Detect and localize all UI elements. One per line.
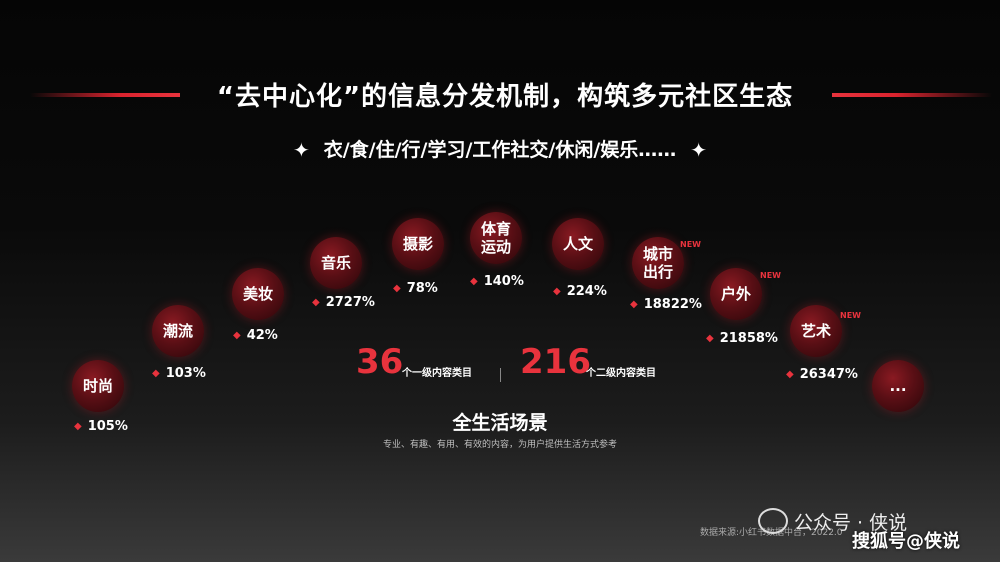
category-bubble-music: 音乐 [310, 237, 362, 289]
up-arrow-icon: ◆ [152, 368, 160, 379]
growth-value: 78% [406, 281, 438, 296]
category-bubble-beauty: 美妆 [232, 268, 284, 320]
up-arrow-icon: ◆ [630, 299, 638, 310]
scene-title: 全生活场景 [452, 412, 548, 434]
growth-value: 224% [566, 284, 607, 299]
wechat-icon [758, 508, 788, 534]
sohu-watermark: 搜狐号@侠说 [852, 531, 960, 552]
category-bubble-sports: 体育运动 [470, 212, 522, 264]
category-growth-photography: ◆ 78% [393, 281, 438, 296]
up-arrow-icon: ◆ [74, 421, 82, 432]
category-bubble-fashion: 时尚 [72, 360, 124, 412]
growth-value: 18822% [643, 297, 702, 312]
title-left-line [30, 93, 180, 97]
category-label: 摄影 [402, 235, 433, 253]
category-label: 美妆 [242, 285, 273, 303]
category-growth-humanities: ◆ 224% [553, 284, 607, 299]
growth-value: 26347% [799, 367, 858, 382]
up-arrow-icon: ◆ [786, 369, 794, 380]
new-tag: NEW [760, 271, 781, 280]
category-label: ... [889, 377, 907, 395]
up-arrow-icon: ◆ [470, 276, 478, 287]
category-label: 音乐 [320, 254, 351, 272]
new-tag: NEW [680, 240, 701, 249]
growth-value: 103% [165, 366, 206, 381]
category-label: 人文 [562, 235, 593, 253]
up-arrow-icon: ◆ [553, 286, 561, 297]
category-bubble-humanities: 人文 [552, 218, 604, 270]
growth-value: 42% [246, 328, 278, 343]
category-growth-music: ◆ 2727% [312, 295, 375, 310]
category-growth-fashion: ◆ 105% [74, 419, 128, 434]
category-bubble-art: 艺术 [790, 305, 842, 357]
category-growth-sports: ◆ 140% [470, 274, 524, 289]
growth-value: 105% [87, 419, 128, 434]
category-label: 城市出行 [642, 245, 673, 281]
category-bubble-more: ... [872, 360, 924, 412]
up-arrow-icon: ◆ [312, 297, 320, 308]
category-label: 体育运动 [480, 220, 511, 256]
level2-count: 216 [520, 342, 591, 382]
category-label: 时尚 [82, 377, 113, 395]
growth-value: 21858% [719, 331, 778, 346]
category-growth-trend: ◆ 103% [152, 366, 206, 381]
scene-subtitle: 专业、有趣、有用、有效的内容，为用户提供生活方式参考 [382, 440, 617, 450]
category-bubble-photography: 摄影 [392, 218, 444, 270]
category-growth-beauty: ◆ 42% [233, 328, 278, 343]
new-tag: NEW [840, 311, 861, 320]
category-growth-city-travel: ◆ 18822% [630, 297, 702, 312]
category-label: 户外 [720, 285, 751, 303]
category-label: 潮流 [162, 322, 193, 340]
category-label: 艺术 [800, 322, 831, 340]
category-bubble-trend: 潮流 [152, 305, 204, 357]
category-bubble-outdoor: 户外 [710, 268, 762, 320]
title-right-line [832, 93, 992, 97]
category-growth-art: ◆ 26347% [786, 367, 858, 382]
growth-value: 2727% [325, 295, 375, 310]
title-row: “去中心化”的信息分发机制，构筑多元社区生态 [0, 76, 1000, 116]
subtitle-row: ✦ 衣/食/住/行/学习/工作社交/休闲/娱乐…… ✦ [0, 135, 1000, 162]
category-growth-outdoor: ◆ 21858% [706, 331, 778, 346]
category-bubble-city-travel: 城市出行 [632, 237, 684, 289]
sparkle-icon: ✦ [292, 138, 310, 162]
up-arrow-icon: ◆ [393, 283, 401, 294]
page-title: “去中心化”的信息分发机制，构筑多元社区生态 [216, 82, 794, 112]
level1-count: 36 [356, 342, 404, 382]
wechat-watermark: 公众号 · 侠说 [758, 508, 907, 535]
level2-label: 个二级内容类目 [586, 368, 656, 379]
up-arrow-icon: ◆ [706, 333, 714, 344]
sparkle-icon: ✦ [690, 138, 708, 162]
subtitle: 衣/食/住/行/学习/工作社交/休闲/娱乐…… [323, 139, 677, 161]
wechat-watermark-text: 公众号 · 侠说 [794, 512, 908, 534]
up-arrow-icon: ◆ [233, 330, 241, 341]
growth-value: 140% [483, 274, 524, 289]
category-stats: 36 个一级内容类目 216 个二级内容类目 [350, 342, 680, 386]
level1-label: 个一级内容类目 [402, 368, 472, 379]
stats-divider [500, 368, 501, 382]
